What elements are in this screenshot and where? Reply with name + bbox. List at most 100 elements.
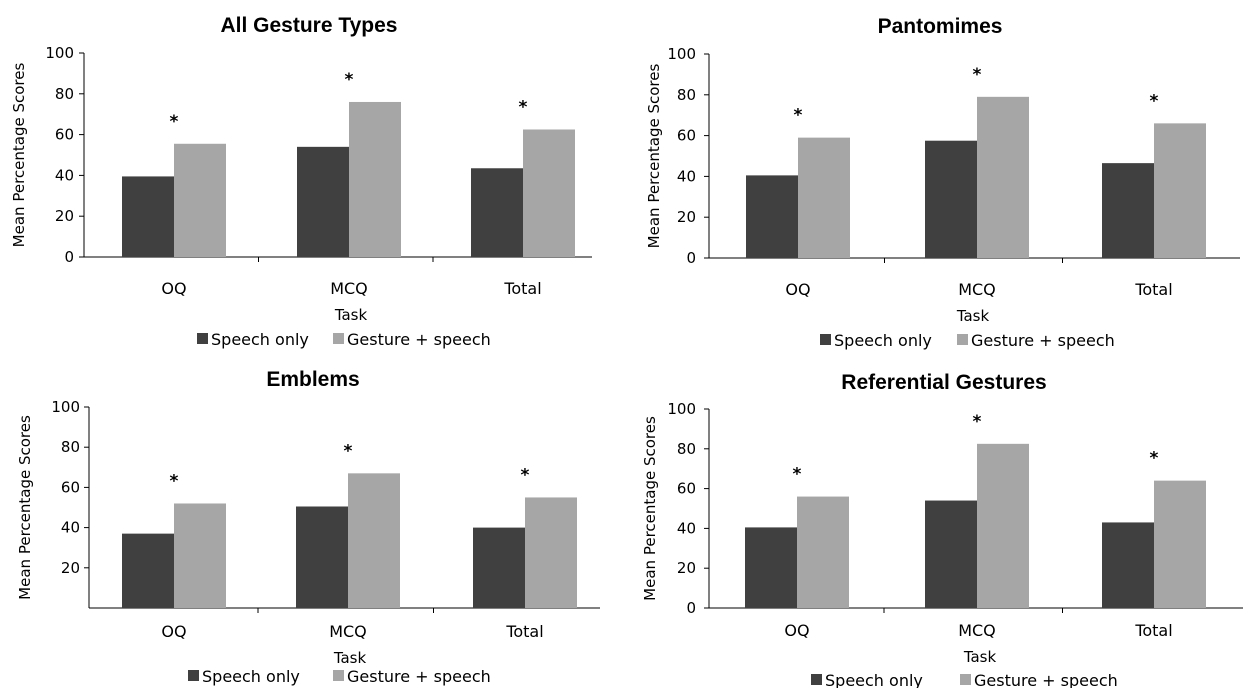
bar-gesture-speech-mcq [348,473,400,608]
y-tick-label: 60 [55,126,74,144]
y-axis-label: Mean Percentage Scores [16,415,34,600]
significance-star: * [170,112,179,132]
x-axis-label: Task [963,648,997,666]
x-category-label: Total [1134,280,1172,299]
bar-gesture-speech-oq [798,137,850,258]
x-axis-label: Task [333,649,367,667]
significance-star: * [344,441,353,461]
bar-gesture-speech-total [525,497,577,608]
bar-gesture-speech-mcq [349,101,401,258]
x-category-label: MCQ [958,621,996,640]
y-tick-label: 20 [677,559,696,577]
x-category-label: Total [503,279,541,298]
y-tick-label: 40 [677,519,696,537]
x-category-label: Total [505,622,543,641]
chart-title: Pantomimes [878,15,1003,38]
chart-title: All Gesture Types [220,14,397,37]
bar-speech-only-total [471,168,523,257]
y-tick-label: 20 [677,208,696,226]
legend-swatch-gesture-speech [957,334,968,345]
chart-panel-4: Referential Gestures 0 20 40 60 80 100 * OQ * MCQ *… [641,371,1243,688]
chart-title: Referential Gestures [841,371,1046,394]
bar-gesture-speech-mcq [977,443,1029,608]
y-tick-label: 40 [55,166,74,184]
x-category-label: MCQ [329,622,367,641]
significance-star: * [1150,449,1159,469]
bar-speech-only-oq [746,175,798,258]
chart-panel-2: Pantomimes 0 20 40 60 80 100 * OQ * MCQ * Total Task M… [645,15,1240,350]
y-tick-label: 20 [55,207,74,225]
y-tick-label: 100 [51,398,80,416]
legend-label-speech-only: Speech only [211,330,309,349]
bar-speech-only-mcq [297,146,349,257]
legend-swatch-gesture-speech [960,674,971,685]
chart-panel-3: Emblems 20 40 60 80 100 * OQ * MCQ * Total Task Mean … [16,368,600,686]
legend-swatch-speech-only [820,334,831,345]
bar-speech-only-total [1102,163,1154,258]
x-axis-label: Task [334,306,368,324]
y-axis-label: Mean Percentage Scores [645,64,663,249]
significance-star: * [170,471,179,491]
legend-label-speech-only: Speech only [202,667,300,686]
significance-star: * [793,465,802,485]
legend-swatch-gesture-speech [333,333,344,344]
x-category-label: OQ [161,622,186,641]
x-category-label: MCQ [958,280,996,299]
x-category-label: OQ [785,280,810,299]
y-tick-label: 0 [686,599,696,617]
bar-gesture-speech-oq [797,496,849,608]
y-tick-label: 80 [677,440,696,458]
bar-speech-only-oq [122,176,174,257]
y-tick-label: 60 [677,480,696,498]
y-tick-label: 40 [61,519,80,537]
legend-label-speech-only: Speech only [825,671,923,688]
bar-speech-only-mcq [925,140,977,258]
y-axis-label: Mean Percentage Scores [10,63,28,248]
significance-star: * [973,65,982,85]
y-tick-label: 100 [45,44,74,62]
y-tick-label: 20 [61,559,80,577]
y-axis-label: Mean Percentage Scores [641,416,659,601]
significance-star: * [521,465,530,485]
legend-swatch-speech-only [811,674,822,685]
legend-label-speech-only: Speech only [834,331,932,350]
bar-gesture-speech-mcq [977,96,1029,258]
bar-speech-only-oq [745,527,797,608]
x-category-label: MCQ [330,279,368,298]
chart-title: Emblems [266,368,359,391]
bar-gesture-speech-total [1154,480,1206,608]
bar-speech-only-total [473,527,525,608]
legend-label-gesture-speech: Gesture + speech [347,667,491,686]
y-tick-label: 80 [61,438,80,456]
bar-gesture-speech-oq [174,143,226,257]
x-category-label: OQ [784,621,809,640]
y-tick-label: 60 [61,478,80,496]
y-tick-label: 100 [667,400,696,418]
significance-star: * [345,70,354,90]
y-tick-label: 60 [677,127,696,145]
bar-gesture-speech-oq [174,503,226,608]
significance-star: * [1150,91,1159,111]
x-category-label: Total [1134,621,1172,640]
y-tick-label: 40 [677,167,696,185]
legend-label-gesture-speech: Gesture + speech [971,331,1115,350]
x-category-label: OQ [161,279,186,298]
y-tick-label: 80 [677,86,696,104]
legend-label-gesture-speech: Gesture + speech [347,330,491,349]
y-tick-label: 0 [64,248,74,266]
bar-speech-only-mcq [296,506,348,608]
significance-star: * [794,106,803,126]
legend-swatch-gesture-speech [333,670,344,681]
chart-panel-1: All Gesture Types 0 20 40 60 80 100 * OQ * MCQ * Tot… [10,14,592,349]
legend-swatch-speech-only [197,333,208,344]
bar-speech-only-mcq [925,500,977,608]
legend-label-gesture-speech: Gesture + speech [974,671,1118,688]
bar-gesture-speech-total [1154,123,1206,258]
bar-speech-only-oq [122,533,174,608]
significance-star: * [973,412,982,432]
significance-star: * [519,98,528,118]
legend-swatch-speech-only [188,670,199,681]
y-tick-label: 0 [686,249,696,267]
x-axis-label: Task [956,307,990,325]
